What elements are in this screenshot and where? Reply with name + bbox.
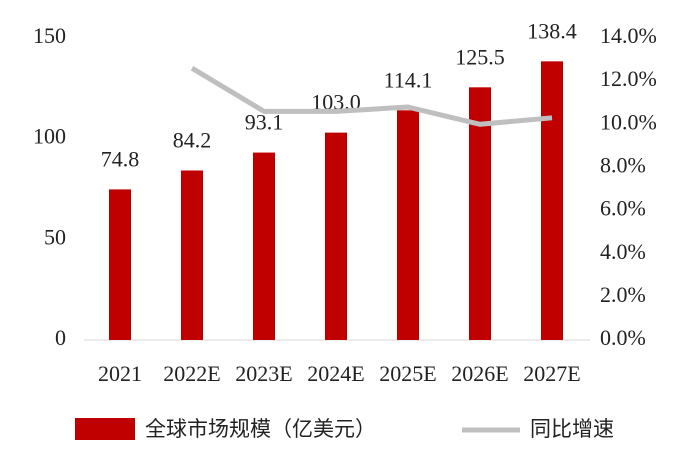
data-label: 114.1 bbox=[384, 67, 433, 92]
y2-tick-label: 8.0% bbox=[600, 152, 646, 177]
x-tick-label: 2027E bbox=[523, 361, 580, 386]
y-tick-label: 150 bbox=[33, 23, 66, 48]
x-tick-label: 2026E bbox=[451, 361, 508, 386]
data-label: 125.5 bbox=[455, 44, 505, 69]
x-tick-label: 2022E bbox=[163, 361, 220, 386]
legend-label: 全球市场规模（亿美元） bbox=[145, 417, 376, 441]
data-label: 138.4 bbox=[527, 18, 577, 43]
y2-tick-label: 6.0% bbox=[600, 196, 646, 221]
y2-tick-label: 14.0% bbox=[600, 23, 657, 48]
bar bbox=[397, 110, 419, 341]
y2-tick-label: 0.0% bbox=[600, 325, 646, 350]
y2-tick-label: 12.0% bbox=[600, 66, 657, 91]
line bbox=[190, 66, 553, 127]
bar bbox=[253, 152, 275, 340]
y-tick-label: 50 bbox=[44, 224, 66, 249]
bar bbox=[181, 170, 203, 340]
x-tick-label: 2025E bbox=[379, 361, 436, 386]
y-tick-label: 100 bbox=[33, 124, 66, 149]
bar bbox=[109, 189, 131, 340]
y2-tick-label: 2.0% bbox=[600, 282, 646, 307]
y-tick-label: 0 bbox=[55, 325, 66, 350]
legend-label: 同比增速 bbox=[530, 417, 614, 441]
y2-tick-label: 10.0% bbox=[600, 109, 657, 134]
x-tick-label: 2024E bbox=[307, 361, 364, 386]
legend-swatch bbox=[75, 418, 135, 440]
data-label: 74.8 bbox=[101, 146, 140, 171]
data-label: 84.2 bbox=[173, 128, 212, 153]
x-tick-label: 2021 bbox=[98, 361, 142, 386]
bar bbox=[469, 87, 491, 341]
bar bbox=[325, 132, 347, 340]
y2-tick-label: 4.0% bbox=[600, 239, 646, 264]
bar bbox=[541, 61, 563, 340]
x-tick-label: 2023E bbox=[235, 361, 292, 386]
